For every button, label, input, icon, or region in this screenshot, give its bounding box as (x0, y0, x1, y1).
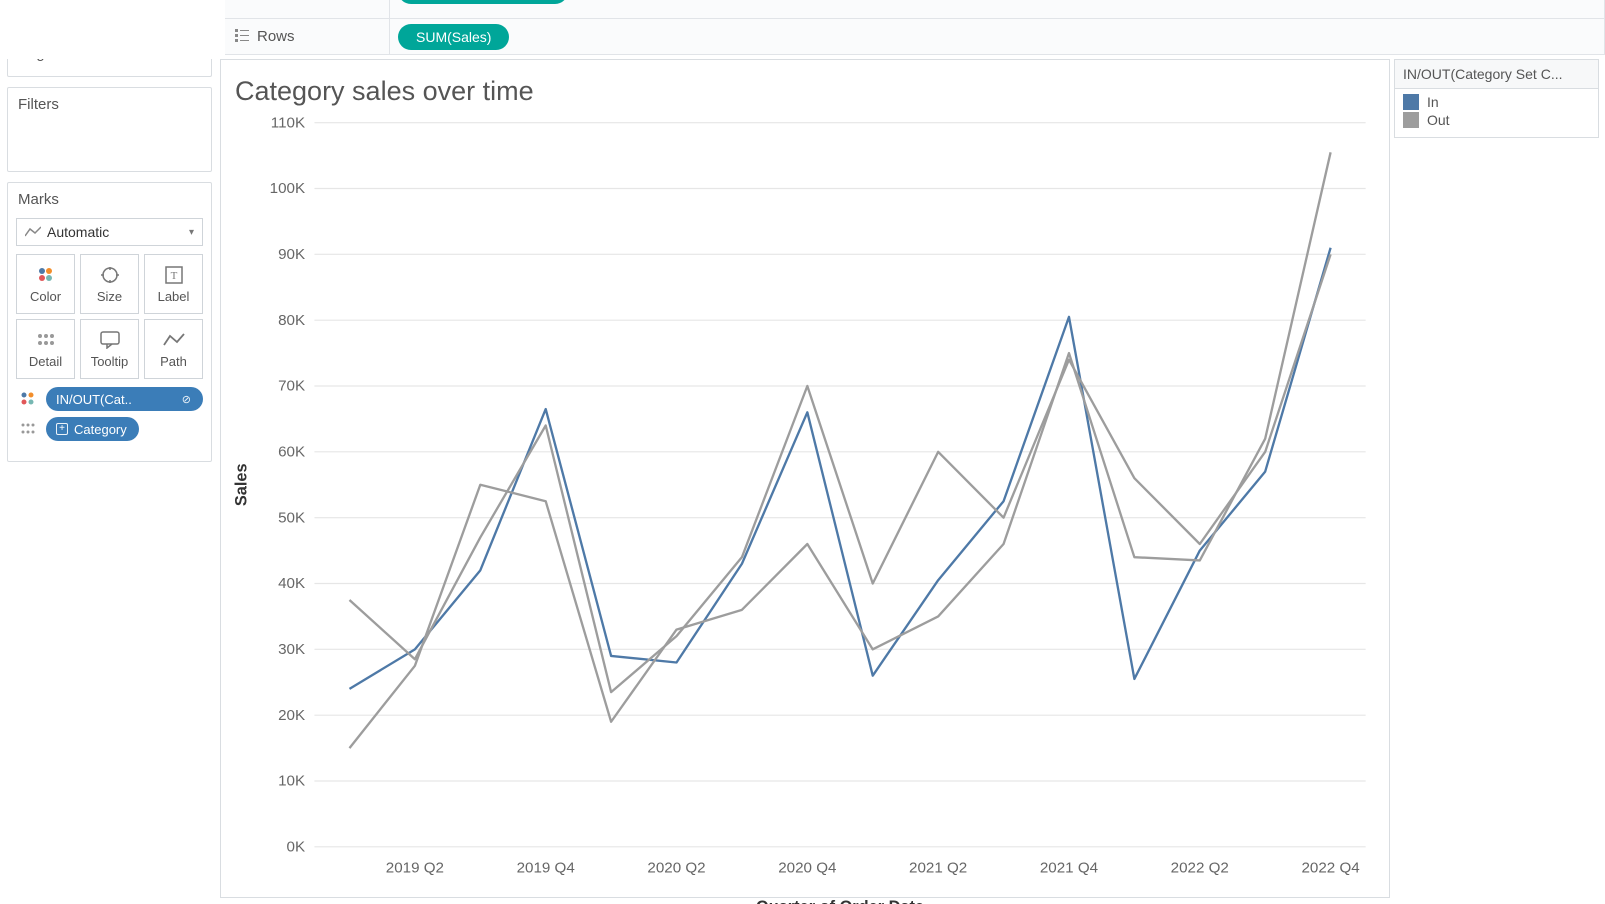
path-icon (163, 330, 185, 350)
chart-title[interactable]: Category sales over time (221, 60, 1389, 111)
legend-panel: IN/OUT(Category Set C... In Out (1394, 59, 1599, 898)
svg-text:T: T (170, 270, 177, 282)
legend-swatch (1403, 94, 1419, 110)
mark-cell-label: Path (160, 354, 187, 369)
marks-panel-label: Marks (16, 191, 203, 208)
columns-shelf[interactable]: ≡ Columns QUARTER(Order D... (225, 0, 1605, 18)
mark-cell-label: Label (158, 289, 190, 304)
svg-text:100K: 100K (270, 180, 305, 197)
mark-cell-tooltip[interactable]: Tooltip (80, 319, 139, 379)
legend-item-label: Out (1427, 112, 1450, 128)
expand-icon: + (56, 423, 68, 435)
svg-text:2021 Q4: 2021 Q4 (1040, 860, 1098, 877)
filters-panel[interactable]: Filters (7, 87, 212, 172)
pages-panel-label: Pages (18, 59, 61, 62)
color-icon (37, 265, 55, 285)
svg-text:2022 Q2: 2022 Q2 (1171, 860, 1229, 877)
svg-text:Sales: Sales (233, 463, 251, 506)
mark-cell-color[interactable]: Color (16, 254, 75, 314)
svg-text:80K: 80K (278, 312, 305, 329)
mark-cell-label: Size (97, 289, 122, 304)
label-icon: T (165, 265, 183, 285)
svg-text:2020 Q4: 2020 Q4 (778, 860, 836, 877)
detail-handle-icon (18, 421, 38, 437)
mark-type-dropdown[interactable]: Automatic ▾ (16, 218, 203, 246)
tooltip-icon (100, 330, 120, 350)
marks-pill-category-label: Category (74, 422, 127, 437)
marks-pill-inout-label: IN/OUT(Cat.. (56, 392, 132, 407)
svg-text:30K: 30K (278, 641, 305, 658)
svg-text:2019 Q4: 2019 Q4 (517, 860, 575, 877)
rows-shelf-label: Rows (257, 28, 295, 45)
legend-swatch (1403, 112, 1419, 128)
rows-pill[interactable]: SUM(Sales) (398, 24, 509, 50)
rows-shelf[interactable]: Rows SUM(Sales) (225, 18, 1605, 54)
svg-text:2021 Q2: 2021 Q2 (909, 860, 967, 877)
svg-text:0K: 0K (287, 839, 306, 856)
legend-title[interactable]: IN/OUT(Category Set C... (1394, 59, 1599, 89)
svg-text:70K: 70K (278, 378, 305, 395)
marks-pill-category[interactable]: + Category (46, 417, 139, 441)
marks-panel: Marks Automatic ▾ Color Size T Label Detail T… (7, 182, 212, 462)
line-chart[interactable]: 0K 10K 20K 30K 40K 50K 60K 70K 80K 90K 100K 110K 201… (221, 111, 1389, 904)
svg-text:40K: 40K (278, 575, 305, 592)
mark-cell-path[interactable]: Path (144, 319, 203, 379)
chevron-down-icon: ▾ (189, 227, 194, 238)
mark-cell-label: Tooltip (91, 354, 129, 369)
marks-pill-inout[interactable]: IN/OUT(Cat.. ⊘ (46, 387, 203, 411)
svg-text:110K: 110K (271, 114, 305, 131)
svg-text:2020 Q2: 2020 Q2 (647, 860, 705, 877)
pages-panel[interactable]: Pages (7, 59, 212, 77)
mark-cell-label: Color (30, 289, 61, 304)
pill-remove-icon[interactable]: ⊘ (182, 393, 191, 406)
svg-text:10K: 10K (278, 773, 305, 790)
mark-cell-size[interactable]: Size (80, 254, 139, 314)
rows-icon (235, 28, 249, 46)
detail-icon (37, 330, 55, 350)
svg-text:2022 Q4: 2022 Q4 (1301, 860, 1359, 877)
svg-text:2019 Q2: 2019 Q2 (386, 860, 444, 877)
svg-text:Quarter of Order Date: Quarter of Order Date (756, 898, 924, 904)
line-icon (25, 226, 41, 238)
legend-item-label: In (1427, 94, 1439, 110)
legend-item[interactable]: Out (1403, 111, 1590, 129)
legend-item[interactable]: In (1403, 93, 1590, 111)
filters-panel-label: Filters (18, 96, 201, 113)
mark-type-label: Automatic (47, 224, 109, 240)
svg-text:20K: 20K (278, 707, 305, 724)
mark-cell-label[interactable]: T Label (144, 254, 203, 314)
svg-text:50K: 50K (278, 509, 305, 526)
mark-cell-detail[interactable]: Detail (16, 319, 75, 379)
svg-text:60K: 60K (278, 444, 305, 461)
chart-panel: Category sales over time 0K 10K 20K 30K 40K 5… (220, 59, 1390, 898)
color-handle-icon (18, 391, 38, 407)
size-icon (99, 265, 121, 285)
columns-pill[interactable]: QUARTER(Order D... (398, 0, 568, 4)
mark-cell-label: Detail (29, 354, 62, 369)
shelves-area: ≡ Columns QUARTER(Order D... Rows SUM(Sa… (225, 0, 1605, 55)
left-panels: Pages Filters Marks Automatic ▾ Color Siz… (0, 55, 218, 904)
svg-text:90K: 90K (278, 246, 305, 263)
